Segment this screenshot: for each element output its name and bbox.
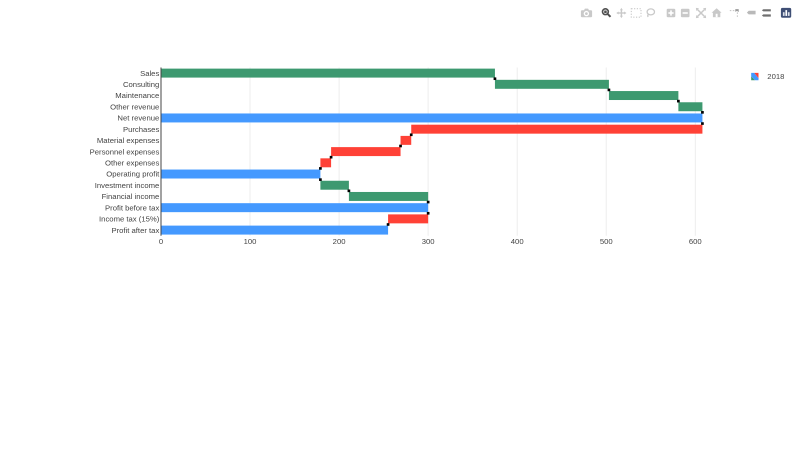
svg-text:Purchases: Purchases (123, 125, 159, 134)
svg-text:Net revenue: Net revenue (117, 114, 159, 123)
svg-text:2018: 2018 (767, 72, 784, 81)
svg-text:Consulting: Consulting (123, 80, 159, 89)
svg-text:Profit before tax: Profit before tax (105, 203, 159, 212)
svg-text:Material expenses: Material expenses (97, 136, 160, 145)
svg-text:Financial income: Financial income (102, 192, 160, 201)
svg-text:Other expenses: Other expenses (105, 159, 159, 168)
svg-text:600: 600 (689, 237, 702, 246)
svg-text:Other revenue: Other revenue (110, 102, 159, 111)
svg-text:Personnel expenses: Personnel expenses (90, 147, 160, 156)
svg-text:Income tax (15%): Income tax (15%) (99, 215, 160, 224)
svg-text:400: 400 (511, 237, 524, 246)
svg-text:500: 500 (600, 237, 613, 246)
svg-text:Sales: Sales (140, 69, 159, 78)
svg-text:0: 0 (159, 237, 163, 246)
svg-text:Investment income: Investment income (95, 181, 160, 190)
svg-text:200: 200 (333, 237, 346, 246)
svg-text:300: 300 (422, 237, 435, 246)
svg-text:Operating profit: Operating profit (106, 170, 160, 179)
svg-text:Maintenance: Maintenance (115, 91, 159, 100)
svg-text:Profit after tax: Profit after tax (111, 226, 159, 235)
svg-text:100: 100 (244, 237, 257, 246)
